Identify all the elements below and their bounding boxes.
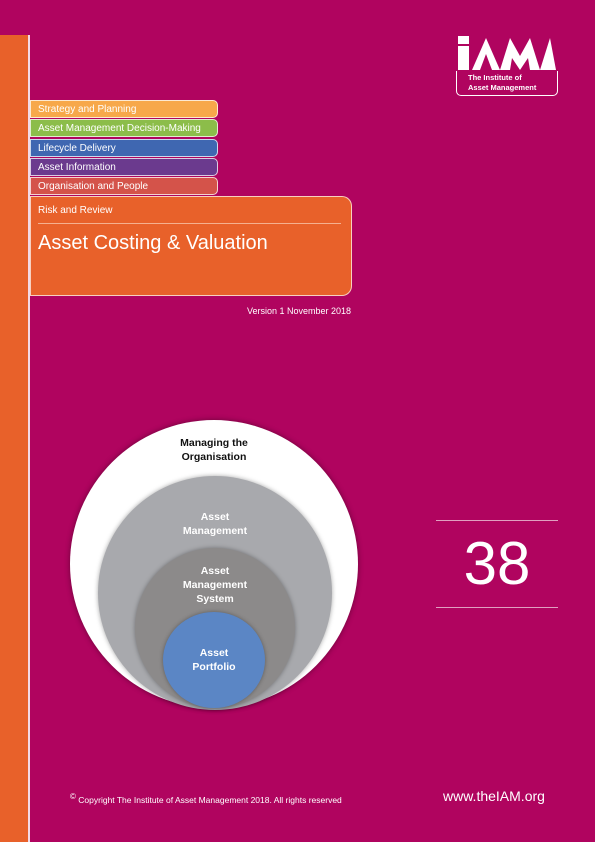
tab-asset-information[interactable]: Asset Information bbox=[30, 158, 218, 176]
tab-decision-making[interactable]: Asset Management Decision-Making bbox=[30, 119, 218, 137]
tab-lifecycle-delivery[interactable]: Lifecycle Delivery bbox=[30, 139, 218, 157]
copyright-label: Copyright The Institute of Asset Managem… bbox=[78, 794, 342, 805]
document-title: Asset Costing & Valuation bbox=[38, 232, 268, 254]
logo-caption-box bbox=[456, 71, 558, 96]
label-managing-organisation: Managing the Organisation bbox=[180, 437, 248, 463]
tab-strategy-and-planning[interactable]: Strategy and Planning bbox=[30, 100, 218, 118]
label-asset-management: Asset Management bbox=[182, 511, 248, 537]
panel-divider bbox=[38, 223, 341, 224]
title-panel: Risk and Review Asset Costing & Valuatio… bbox=[30, 196, 352, 296]
circle-asset-portfolio: Asset Portfolio bbox=[163, 612, 265, 708]
left-accent-rule bbox=[28, 35, 30, 842]
copyright-text: © Copyright The Institute of Asset Manag… bbox=[70, 792, 342, 805]
iam-logo: The Institute of Asset Management bbox=[456, 36, 558, 98]
number-top-rule bbox=[436, 520, 558, 521]
label-asset-portfolio: Asset Portfolio bbox=[192, 647, 236, 673]
label-asset-management-system: Asset Management System bbox=[182, 565, 248, 605]
website-link[interactable]: www.theIAM.org bbox=[443, 788, 545, 804]
copyright-symbol: © bbox=[70, 792, 76, 801]
logo-text-line1: The Institute of bbox=[468, 73, 522, 82]
document-number: 38 bbox=[463, 530, 531, 597]
left-accent-bar bbox=[0, 35, 28, 842]
logo-text-line2: Asset Management bbox=[468, 83, 537, 92]
iam-logo-mark bbox=[458, 36, 556, 70]
panel-category: Risk and Review bbox=[38, 205, 113, 216]
number-bottom-rule bbox=[436, 607, 558, 608]
tab-organisation-and-people[interactable]: Organisation and People bbox=[30, 177, 218, 195]
version-text: Version 1 November 2018 bbox=[246, 306, 351, 316]
